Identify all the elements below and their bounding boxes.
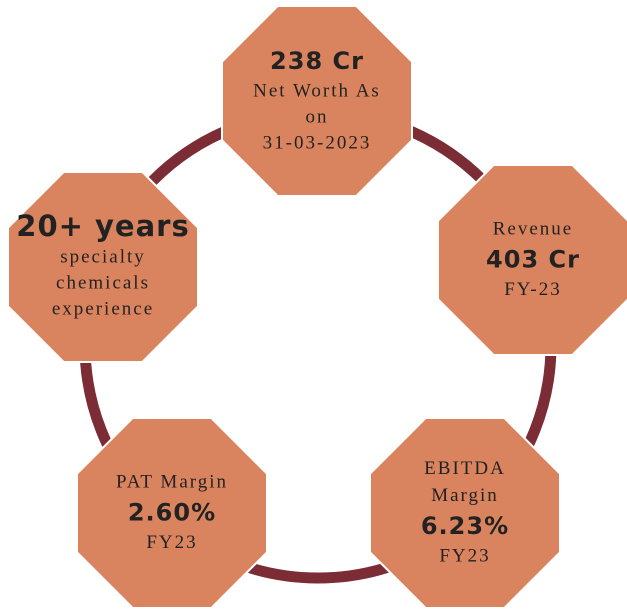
node-label: FY23: [439, 545, 490, 566]
node-label: chemicals: [56, 272, 150, 293]
node-label: on: [306, 106, 329, 127]
octagon: [76, 417, 268, 609]
node-label: experience: [52, 298, 154, 319]
node-label: FY-23: [504, 279, 562, 300]
node-label: PAT Margin: [116, 471, 228, 492]
node-label: EBITDA: [424, 458, 506, 479]
octagon: [369, 417, 561, 609]
node-label: Margin: [431, 485, 499, 506]
node-value: 6.23%: [421, 512, 509, 540]
node-value: 403 Cr: [486, 246, 580, 274]
node-label: Revenue: [493, 218, 573, 239]
node-value: 2.60%: [128, 499, 216, 527]
node-label: specialty: [60, 246, 146, 267]
octagon: [7, 171, 199, 363]
node-label: Net Worth As: [253, 80, 381, 101]
octagon: [437, 164, 627, 356]
node-value: 20+ years: [16, 209, 189, 243]
node-value: 238 Cr: [270, 47, 364, 75]
node-label: FY23: [146, 532, 197, 553]
octagon: [221, 5, 413, 197]
node-label: 31-03-2023: [263, 132, 372, 153]
